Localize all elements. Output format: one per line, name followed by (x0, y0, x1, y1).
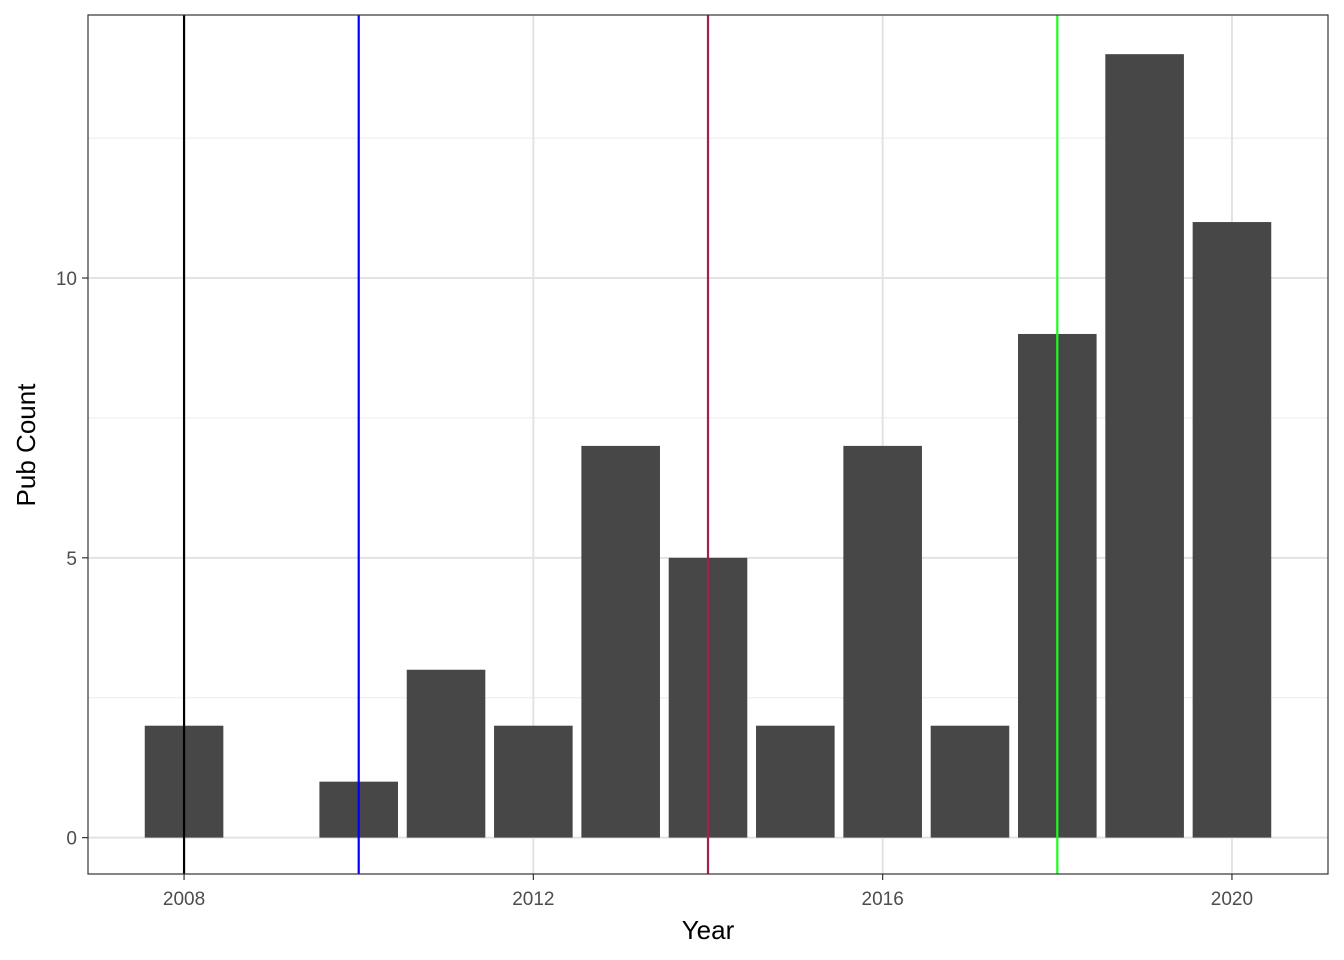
panel-border (87, 14, 1329, 875)
y-tick-label: 5 (66, 549, 77, 570)
bar-2016 (843, 445, 922, 838)
y-tick-label: 10 (56, 269, 77, 290)
x-tick-label: 2016 (862, 889, 904, 910)
bar-2015 (756, 725, 835, 838)
bar-2020 (1192, 222, 1272, 838)
bar-2019 (1105, 54, 1184, 838)
y-axis: 0 5 10 (56, 269, 88, 850)
bar-2012 (494, 725, 573, 838)
x-axis: 2008 2012 2016 2020 (163, 874, 1253, 910)
y-tick-label: 0 (66, 829, 77, 850)
bar-2013 (581, 445, 660, 838)
x-tick-label: 2012 (512, 889, 554, 910)
x-tick-label: 2008 (163, 889, 205, 910)
bar-2017 (930, 725, 1010, 838)
bar-2011 (406, 669, 486, 838)
reference-lines (182, 15, 1059, 874)
y-axis-title: Pub Count (11, 383, 41, 507)
x-axis-title: Year (682, 915, 735, 945)
x-tick-label: 2020 (1211, 889, 1253, 910)
